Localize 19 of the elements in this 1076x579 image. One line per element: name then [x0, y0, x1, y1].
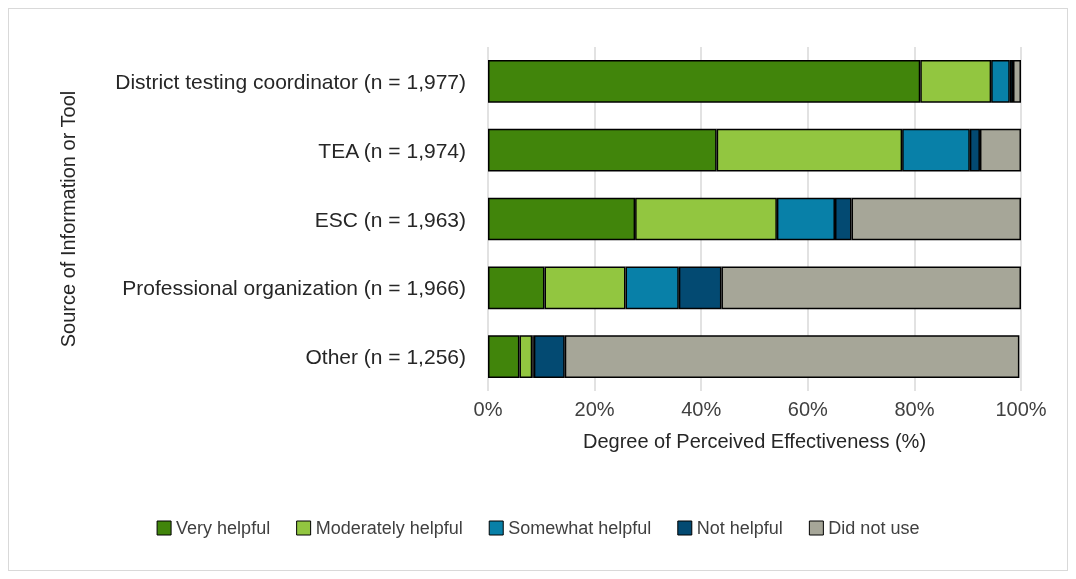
y-tick-label: Other (n = 1,256) — [305, 345, 466, 369]
y-tick-label: District testing coordinator (n = 1,977) — [115, 69, 466, 93]
legend-label: Somewhat helpful — [508, 518, 652, 538]
y-tick-label: ESC (n = 1,963) — [314, 207, 466, 231]
legend-label: Did not use — [828, 518, 920, 538]
y-tick-label: Professional organization (n = 1,966) — [122, 276, 466, 300]
x-tick-label: 80% — [894, 398, 935, 420]
x-tick-label: 60% — [787, 398, 829, 420]
legend-label: Moderately helpful — [315, 518, 463, 538]
legend-label: Very helpful — [176, 518, 271, 538]
x-tick-label: 20% — [574, 398, 615, 420]
x-tick-label: 100% — [995, 398, 1047, 420]
x-tick-label: 40% — [681, 398, 722, 420]
x-axis-title: Degree of Perceived Effectiveness (%) — [582, 430, 927, 452]
y-tick-label: TEA (n = 1,974) — [318, 138, 466, 162]
bar — [1013, 60, 1021, 103]
legend-label: Not helpful — [696, 518, 783, 538]
x-tick-label: 0% — [473, 398, 503, 420]
y-axis-title: Source of Information or Tool — [57, 90, 79, 348]
